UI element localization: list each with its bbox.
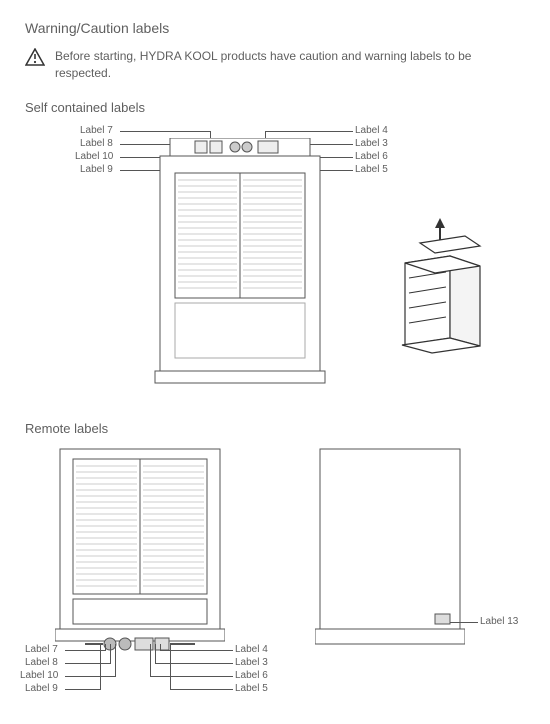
warning-row: Before starting, HYDRA KOOL products hav… [25,48,525,82]
label-13: Label 13 [480,616,518,627]
label-9: Label 9 [80,164,113,175]
remote-label-3: Label 3 [235,657,268,668]
cooler-front-icon [150,138,330,388]
remote-label-8: Label 8 [25,657,58,668]
page-title: Warning/Caution labels [25,20,525,36]
label-3: Label 3 [355,138,388,149]
label-4: Label 4 [355,125,388,136]
self-contained-heading: Self contained labels [25,100,525,115]
cooler-iso-icon [385,218,495,358]
remote-label-5: Label 5 [235,683,268,694]
remote-label-10: Label 10 [20,670,58,681]
label-5: Label 5 [355,164,388,175]
warning-icon [25,48,45,66]
remote-heading: Remote labels [25,421,525,436]
remote-label-4: Label 4 [235,644,268,655]
label-6: Label 6 [355,151,388,162]
label-10: Label 10 [75,151,113,162]
remote-cooler-side-icon [315,444,465,649]
label-8: Label 8 [80,138,113,149]
remote-label-9: Label 9 [25,683,58,694]
remote-label-6: Label 6 [235,670,268,681]
warning-text: Before starting, HYDRA KOOL products hav… [55,48,525,82]
label-7: Label 7 [80,125,113,136]
self-contained-diagram: Label 7 Label 8 Label 10 Label 9 Label 4… [25,123,525,403]
remote-diagram: Label 7 Label 8 Label 10 Label 9 Label 4… [25,444,525,704]
remote-label-7: Label 7 [25,644,58,655]
remote-cooler-front-icon [55,444,225,659]
